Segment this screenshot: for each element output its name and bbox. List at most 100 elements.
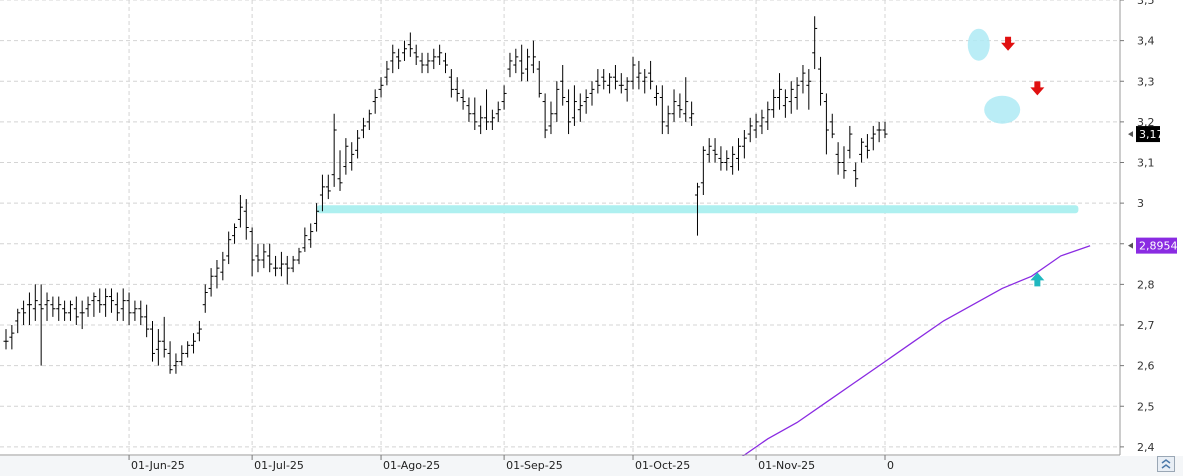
ohlc-bar [120,288,126,321]
ohlc-bar [800,65,806,94]
ohlc-bar [648,60,654,90]
highlight-ellipse [967,28,990,61]
ohlc-bar [108,288,114,313]
ohlc-bar [466,97,472,122]
chart-scroll-button[interactable] [1157,456,1175,472]
ohlc-bar [284,255,290,285]
ohlc-bar [62,300,68,321]
ohlc-bar [706,138,712,163]
ohlc-bar [390,44,396,74]
ohlc-bar [220,251,226,281]
ohlc-bar [325,174,331,200]
ohlc-bar [501,85,507,110]
ohlc-bar [730,146,736,175]
ohlc-bar [319,174,325,212]
ohlc-bar [823,93,829,155]
y-tick-label: 2,6 [1137,360,1155,373]
tag-label: 3,17 [1139,128,1164,141]
ohlc-bar [73,296,79,325]
moving-average-series [738,245,1091,460]
ohlc-bar [91,292,97,317]
x-tick-label: 0 [887,459,894,472]
tag-label: 2,8954 [1139,240,1178,253]
ohlc-bar [337,150,343,191]
ohlc-bar [26,292,32,325]
ohlc-bar [185,341,191,358]
ohlc-bar [818,56,824,106]
ohlc-bar [38,284,44,366]
ohlc-bar [519,44,525,82]
ohlc-bar [689,101,695,126]
ohlc-bar [161,316,167,358]
ohlc-bar [114,292,120,321]
ohlc-bar [882,121,888,139]
ohlc-bar [513,48,519,74]
tag-box [1136,237,1177,254]
ohlc-bar [3,329,9,350]
ohlc-bar [261,243,267,269]
ohlc-bar [876,121,882,143]
ohlc-bar [484,89,490,130]
ohlc-bar [870,125,876,151]
ohlc-bar [859,138,865,163]
ohlc-bar [806,69,812,110]
ohlc-bar [736,138,741,171]
ohlc-bar [144,304,150,338]
y-tick-label: 3,3 [1137,75,1155,88]
ohlc-bar [554,81,560,122]
ohlc-bar [407,32,413,57]
ohlc-bar [607,73,613,94]
ohlc-bar [343,138,349,175]
ohlc-bar [79,300,85,330]
ohlc-bar [372,89,378,114]
y-tick-label: 3,2 [1137,116,1155,129]
ohlc-bar [589,81,595,106]
arrow-up-icon [1030,272,1045,287]
ohlc-bar [50,296,56,317]
ohlc-bar [355,130,361,159]
ohlc-bar [255,243,261,273]
ohlc-bar [853,162,859,187]
ohlc-bar [9,325,15,350]
ohlc-bar [290,255,296,273]
ohlc-bar [173,353,179,374]
ohlc-bar [759,109,765,135]
ohlc-bar [167,341,173,374]
ohlc-bar [419,52,425,74]
ohlc-bar [794,77,800,110]
y-tick-label: 3,4 [1137,35,1155,48]
ohlc-bar [548,101,554,135]
ohlc-bar [671,89,677,122]
x-tick-label: 01-Nov-25 [758,459,815,472]
ohlc-bar [683,77,689,122]
ohlc-bar [618,73,624,94]
ohlc-bar [659,85,665,135]
ohlc-bar [525,48,531,82]
ohlc-bar [226,231,232,265]
ohlc-bar [454,77,460,102]
ohlc-bar [448,69,454,98]
ohlc-bar [425,52,431,74]
ohlc-bar [636,60,642,90]
ohlc-bar [214,260,220,289]
y-tick-label: 3,1 [1137,157,1155,170]
ohlc-bar [753,113,759,139]
ohlc-bar [694,182,700,236]
ohlc-bar [378,77,384,98]
ohlc-bar [478,105,484,135]
moving-average-tag: 2,8954 [1128,237,1178,254]
ohlc-bar [495,101,501,122]
ohlc-bar [443,52,448,74]
ohlc-bar [67,300,73,321]
ohlc-bar [278,251,284,277]
ohlc-bar [273,255,279,277]
price-tags: 3,17 2,8954 [1128,126,1178,254]
ohlc-bar [653,85,659,106]
ohlc-bar [191,333,197,354]
ohlc-bar [232,223,238,244]
ohlc-bar [777,73,783,110]
ohlc-bar [126,292,132,325]
x-tick-label: 01-Jul-25 [254,459,304,472]
